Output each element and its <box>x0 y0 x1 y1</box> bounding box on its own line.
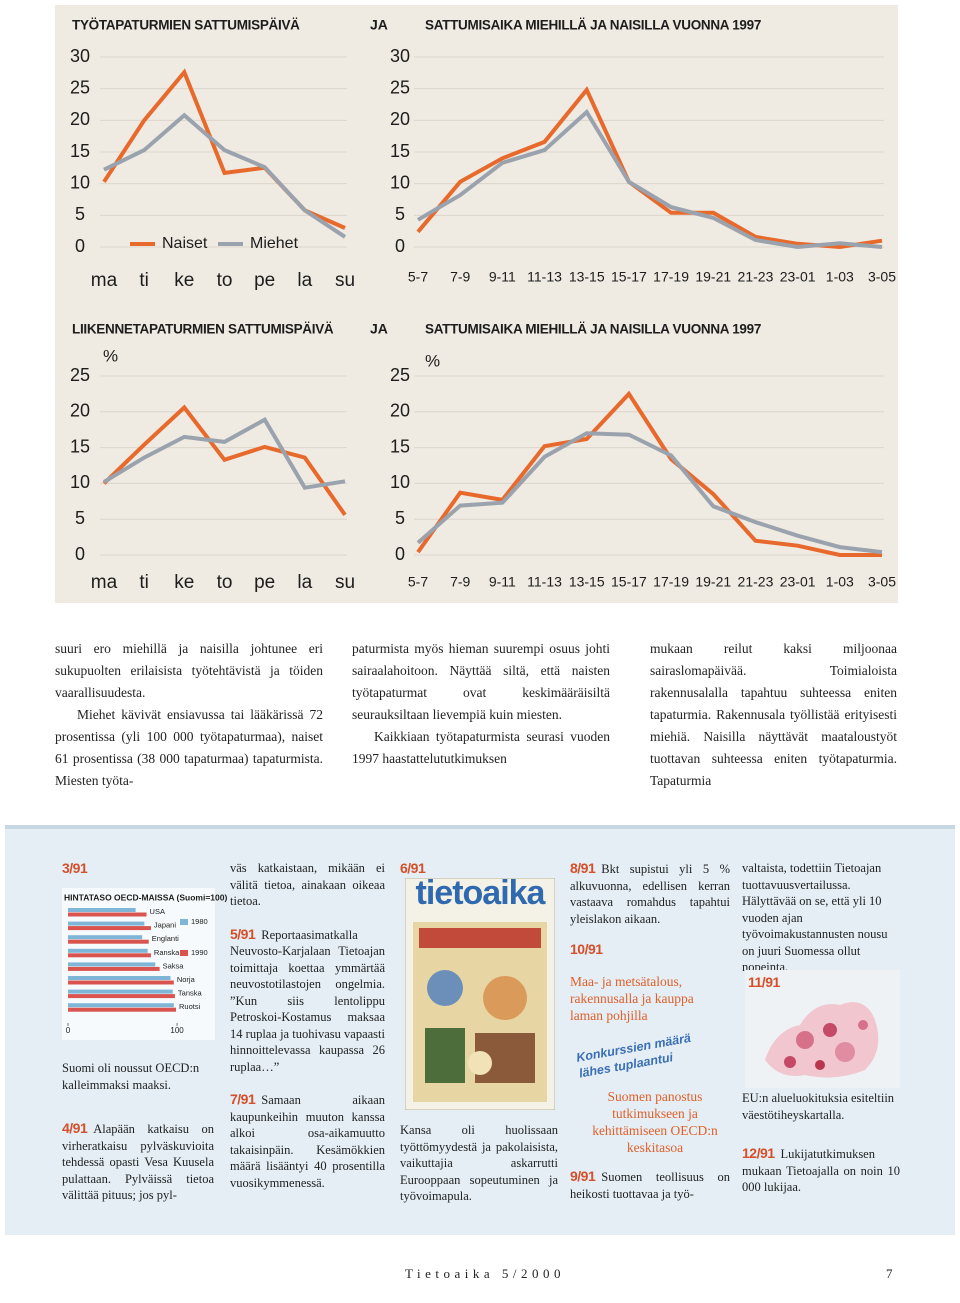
paragraph: 4/91 Alapään katkaisu on virheratkaisu py… <box>62 1120 214 1204</box>
paragraph: väs katkaistaan, mikään ei välitä tietoa… <box>230 861 385 908</box>
article-column: suuri ero miehillä ja naisilla johtunee … <box>55 638 323 792</box>
text: Suomen teollisuus on heikosti tuottavaa … <box>570 1170 730 1201</box>
issue-label: 9/91 <box>570 1168 596 1184</box>
caption: Suomi oli noussut OECD:n kalleimmaksi ma… <box>62 1061 200 1092</box>
paragraph: paturmista myös hieman suurempi osuus jo… <box>352 641 610 722</box>
magazine-name: Tietoaika 5/2000 <box>405 1266 565 1281</box>
text: Reportaasimatkalla Neuvosto-Karjalaan Ti… <box>230 927 385 1074</box>
paragraph: 12/91 Lukijatutkimuksen mukaan Tietoajall… <box>742 1145 900 1196</box>
issue-label: 11/91 <box>748 974 780 990</box>
cover-title: tietoaika <box>416 878 547 912</box>
issue-label: 4/91 <box>62 1120 88 1136</box>
paragraph: suuri ero miehillä ja naisilla johtunee … <box>55 641 323 700</box>
text: Lukijatutkimuksen mukaan Tietoajalla on … <box>742 1147 900 1194</box>
issue-label: 6/91 <box>400 860 426 876</box>
sidebar-column: 3/91 <box>62 860 214 878</box>
paragraph: 9/91 Suomen teollisuus on heikosti tuotta… <box>570 1168 730 1202</box>
sidebar-column: Kansa oli huolissaan työttömyydestä ja p… <box>400 1122 558 1205</box>
note: Suomen panostus tutkimukseen ja kehittäm… <box>592 1089 718 1155</box>
sidebar-column: 8/91 Bkt supistui yli 5 % alkuvuonna, ede… <box>570 860 730 1024</box>
paragraph: 5/91 Reportaasimatkalla Neuvosto-Karjalaa… <box>230 926 385 1076</box>
issue-label: 8/91 <box>570 860 596 876</box>
sidebar-column: Suomi oli noussut OECD:n kalleimmaksi ma… <box>62 1060 214 1093</box>
sidebar-column: väs katkaistaan, mikään ei välitä tietoa… <box>230 860 385 1191</box>
article-column: paturmista myös hieman suurempi osuus jo… <box>352 638 610 770</box>
paragraph: mukaan reilut kaksi miljoonaa sairasloma… <box>650 641 897 788</box>
text: Bkt supistui yli 5 % alkuvuonna, edellis… <box>570 862 730 926</box>
paragraph: Miehet kävivät ensiavussa tai lääkärissä… <box>55 707 323 788</box>
text: Alapään katkaisu on virheratkaisu pylväs… <box>62 1122 214 1202</box>
paragraph: 7/91 Samaan aikaan kaupunkeihin muuton ka… <box>230 1091 385 1191</box>
sidebar-column: EU:n alueluokituksia esiteltiin väestöti… <box>742 1090 900 1196</box>
issue-label: 7/91 <box>230 1091 256 1107</box>
paragraph: Kaikkiaan työtapaturmista seurasi vuoden… <box>352 729 610 766</box>
sidebar-column: 4/91 Alapään katkaisu on virheratkaisu py… <box>62 1120 214 1204</box>
chart-panel <box>55 5 898 603</box>
issue-label: 3/91 <box>62 860 88 876</box>
sidebar-column: valtaista, todettiin Tietoajan tuottavuu… <box>742 860 900 976</box>
paragraph: EU:n alueluokituksia esiteltiin väestöti… <box>742 1091 895 1122</box>
sidebar-column: 11/91 <box>748 974 828 992</box>
paragraph: valtaista, todettiin Tietoajan tuottavuu… <box>742 861 888 974</box>
sidebar-column: 6/91 <box>400 860 558 878</box>
headline: Maa- ja metsätalous, rakennusalla ja kau… <box>570 973 694 1023</box>
paragraph: 8/91 Bkt supistui yli 5 % alkuvuonna, ede… <box>570 860 730 927</box>
issue-label: 5/91 <box>230 925 256 942</box>
text: Samaan aikaan kaupunkeihin muuton kanssa… <box>230 1093 385 1190</box>
sidebar-column: 9/91 Suomen teollisuus on heikosti tuotta… <box>570 1168 730 1202</box>
article-column: mukaan reilut kaksi miljoonaa sairasloma… <box>650 638 897 792</box>
europe-map <box>745 970 900 1088</box>
paragraph: Kansa oli huolissaan työttömyydestä ja p… <box>400 1123 558 1203</box>
issue-label: 12/91 <box>742 1145 775 1161</box>
page-number: 7 <box>886 1266 893 1281</box>
magazine-cover: tietoaika <box>405 878 555 1110</box>
issue-label: 10/91 <box>570 941 603 957</box>
